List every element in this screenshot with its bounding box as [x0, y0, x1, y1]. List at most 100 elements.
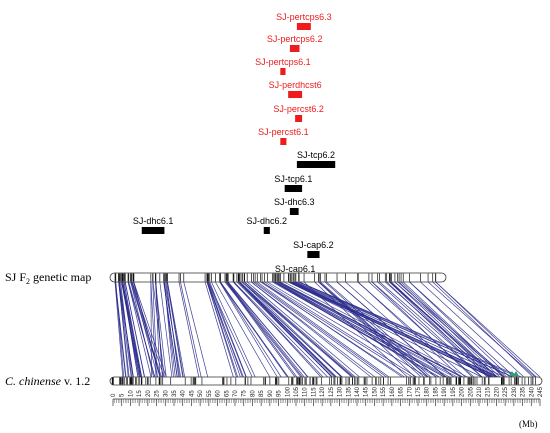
physical-map-label: C. chinense v. 1.2: [5, 374, 90, 388]
qtl-bar: [288, 91, 303, 98]
marker-link: [131, 281, 159, 378]
axis-tick-label: 130: [338, 386, 344, 397]
marker-link: [257, 281, 390, 378]
axis-tick-label: 210: [477, 386, 483, 397]
axis-tick-label: 15: [137, 390, 143, 397]
qtl: SJ-pertcps6.2: [267, 34, 323, 52]
marker-link: [233, 281, 322, 378]
marker-link: [280, 281, 462, 378]
marker-link: [127, 281, 152, 378]
qtl: SJ-perdhcst6: [269, 80, 322, 98]
qtl-bar: [280, 138, 287, 145]
qtl-label: SJ-pertcps6.2: [267, 34, 323, 44]
marker-link: [326, 281, 437, 378]
qtl-label: SJ-pertcps6.1: [255, 57, 311, 67]
centromere-marker: [509, 371, 519, 376]
marker-link: [167, 281, 184, 378]
marker-link: [180, 281, 202, 378]
marker-link: [267, 281, 428, 378]
qtl-label: SJ-perdhcst6: [269, 80, 322, 90]
marker-link: [314, 281, 416, 378]
axis-tick-label: 180: [425, 386, 431, 397]
marker-link: [164, 281, 174, 378]
marker-link: [283, 281, 468, 378]
marker-link: [155, 281, 161, 378]
axis-tick-label: 10: [128, 390, 134, 397]
axis-tick-label: 5: [120, 393, 126, 397]
qtl-label: SJ-percst6.1: [258, 127, 309, 137]
axis-tick-label: 230: [512, 386, 518, 397]
marker-link: [371, 281, 483, 378]
qtl-bar: [307, 251, 320, 258]
marker-link: [336, 281, 447, 378]
qtl-bar: [284, 185, 303, 192]
axis-tick-label: 240: [529, 386, 535, 397]
genetic-map-label: SJ F2 genetic map: [5, 270, 91, 286]
marker-link: [239, 281, 342, 378]
axis-tick-label: 125: [329, 386, 335, 397]
qtl-bar: [295, 115, 303, 122]
axis-tick-label: 175: [416, 386, 422, 397]
axis-tick-label: 120: [320, 386, 326, 397]
marker-link: [166, 281, 180, 378]
qtl: SJ-pertcps6.1: [255, 57, 311, 75]
qtl-layer: SJ-pertcps6.3 SJ-pertcps6.2 SJ-pertcps6.1 S…: [133, 12, 336, 282]
marker-link: [318, 281, 425, 378]
marker-link: [276, 281, 448, 378]
marker-link: [402, 281, 505, 378]
marker-link: [219, 281, 282, 378]
marker-link: [242, 281, 343, 378]
marker-link: [391, 281, 494, 378]
marker-link: [227, 281, 308, 378]
axis-tick-label: 155: [381, 386, 387, 397]
marker-link: [226, 281, 305, 378]
axis-tick-label: 75: [242, 390, 248, 397]
marker-link: [303, 281, 408, 378]
centromere-triangle: [509, 371, 515, 376]
marker-link: [208, 281, 247, 378]
axis-tick-label: 0: [111, 393, 117, 397]
axis-tick-label: 55: [207, 390, 213, 397]
axis-tick-label: 40: [181, 390, 187, 397]
marker-link: [123, 281, 141, 378]
marker-link: [345, 281, 454, 378]
axis-unit-label: (Mb): [519, 419, 538, 429]
qtl: SJ-dhc6.2: [247, 216, 287, 234]
marker-link: [206, 281, 237, 378]
marker-link: [241, 281, 352, 378]
axis-tick-label: 170: [407, 386, 413, 397]
marker-link: [298, 281, 513, 378]
axis-tick-label: 185: [433, 386, 439, 397]
qtl: SJ-tcp6.1: [274, 174, 312, 192]
qtl-label: SJ-dhc6.1: [133, 216, 174, 226]
axis-tick-label: 115: [311, 387, 317, 397]
physical-map-chromosome: [109, 376, 543, 386]
marker-link: [150, 281, 157, 378]
qtl-bar: [296, 23, 311, 30]
marker-link: [233, 281, 328, 378]
marker-link: [243, 281, 353, 378]
axis-tick-label: 160: [390, 386, 396, 397]
marker-link: [409, 281, 510, 378]
axis-tick-label: 80: [250, 390, 256, 397]
axis-tick-label: 35: [172, 390, 178, 397]
marker-link: [290, 281, 491, 378]
marker-link: [386, 281, 488, 378]
marker-link: [389, 281, 490, 378]
qtl-label: SJ-pertcps6.3: [276, 12, 332, 22]
marker-link: [261, 281, 403, 378]
marker-link: [368, 281, 475, 378]
axis-tick-label: 60: [216, 390, 222, 397]
marker-link: [274, 281, 440, 378]
marker-link: [254, 281, 387, 378]
marker-link: [118, 281, 130, 378]
marker-link: [152, 281, 158, 378]
axis-tick-label: 220: [494, 386, 500, 397]
axis-tick-label: 90: [268, 390, 274, 397]
qtl-bar: [280, 68, 286, 75]
marker-link: [178, 281, 200, 378]
qtl-label: SJ-tcp6.1: [274, 174, 312, 184]
marker-link: [155, 281, 163, 378]
centromere-triangle: [513, 371, 519, 376]
